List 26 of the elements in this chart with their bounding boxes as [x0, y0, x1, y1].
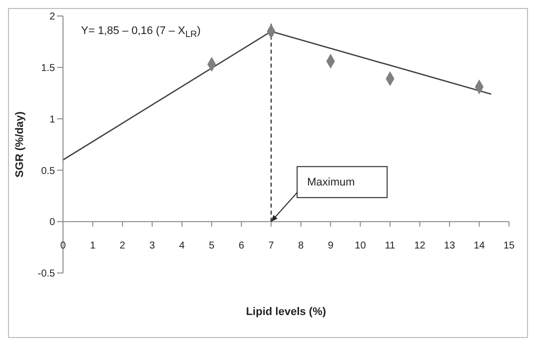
- x-tick-label: 4: [179, 240, 186, 252]
- y-axis-title: SGR (%/day): [14, 111, 26, 178]
- x-tick-label: 7: [268, 240, 274, 252]
- x-tick-label: 1: [90, 240, 96, 252]
- x-tick-label: 12: [414, 240, 426, 252]
- x-tick-label: 15: [503, 240, 515, 252]
- x-tick-label: 0: [60, 240, 66, 252]
- x-tick-label: 2: [120, 240, 126, 252]
- x-tick-label: 14: [474, 240, 486, 252]
- x-axis-title: Lipid levels (%): [246, 306, 326, 318]
- x-tick-label: 10: [354, 240, 366, 252]
- annotation: Maximum: [307, 176, 355, 189]
- y-tick-label: 1.5: [41, 62, 56, 74]
- y-tick-label: 0: [49, 217, 56, 228]
- y-tick-label: -0.5: [38, 268, 56, 280]
- x-tick-label: 13: [444, 240, 456, 252]
- x-tick-label: 6: [238, 240, 245, 252]
- annotation: Y= 1,85 – 0,16 (7 – X$_{LR}$): [81, 25, 201, 40]
- x-tick-label: 3: [149, 240, 156, 252]
- x-tick-label: 9: [328, 240, 334, 252]
- y-tick-label: 0.5: [41, 166, 56, 177]
- y-tick-label: 2: [49, 12, 56, 23]
- x-tick-label: 11: [384, 240, 396, 252]
- x-tick-label: 5: [208, 240, 215, 252]
- x-tick-label: 8: [298, 240, 304, 252]
- y-tick-label: 1: [49, 114, 56, 126]
